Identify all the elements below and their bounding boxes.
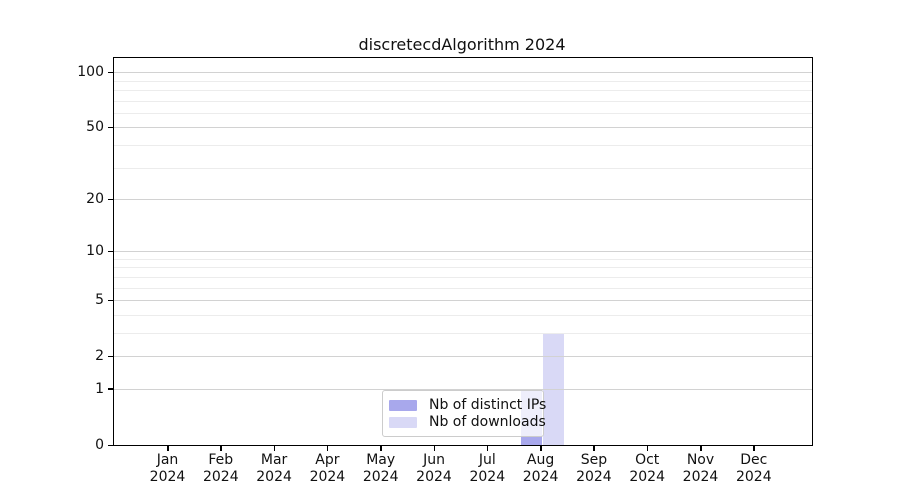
y-tick [108, 71, 113, 74]
y-gridline-major [114, 72, 812, 74]
y-gridline-minor [114, 287, 812, 289]
x-tick-label: Jun 2024 [416, 452, 452, 485]
x-tick [433, 445, 435, 451]
y-gridline-minor [114, 100, 812, 102]
x-tick-label: Nov 2024 [682, 452, 719, 485]
y-tick [108, 299, 113, 302]
x-tick [646, 445, 649, 451]
y-tick [108, 198, 113, 200]
y-gridline-minor [114, 80, 812, 82]
y-gridline-minor [114, 332, 812, 334]
y-tick [108, 126, 113, 129]
y-gridline-minor [114, 167, 812, 169]
legend-label-distinct-ips: Nb of distinct IPs [429, 397, 547, 413]
x-tick [326, 445, 329, 451]
x-tick [167, 445, 169, 451]
x-tick-label: Feb 2024 [202, 452, 239, 485]
y-gridline-minor [114, 89, 812, 91]
y-tick-label: 50 [86, 119, 104, 136]
x-tick-label: Jan 2024 [149, 452, 186, 485]
y-tick-label: 5 [95, 292, 104, 309]
x-tick-label: Oct 2024 [629, 452, 665, 485]
y-gridline-minor [114, 314, 812, 316]
y-gridline-minor [114, 267, 812, 269]
x-tick-label: Apr 2024 [309, 452, 346, 485]
x-tick-label: May 2024 [362, 452, 399, 485]
x-tick-label: Jul 2024 [469, 452, 506, 485]
y-tick-label: 1 [95, 380, 104, 397]
x-tick-label: Aug 2024 [522, 452, 559, 485]
x-tick-label: Mar 2024 [256, 452, 292, 485]
y-tick [108, 355, 113, 358]
y-gridline-minor [114, 258, 812, 260]
y-gridline-minor [114, 112, 812, 114]
y-tick [108, 444, 113, 446]
y-tick-label: 100 [77, 64, 104, 81]
x-tick-label: Dec 2024 [735, 452, 772, 485]
y-tick-label: 10 [86, 243, 104, 260]
legend-item-downloads: Nb of downloads [389, 414, 546, 430]
y-tick-label: 0 [95, 437, 104, 453]
y-gridline-major [114, 199, 812, 200]
y-gridline-major [114, 356, 812, 358]
x-tick [540, 445, 542, 451]
x-tick [753, 445, 755, 451]
x-tick [700, 445, 702, 451]
x-tick-label: Sep 2024 [576, 452, 612, 485]
legend-swatch-distinct-ips [389, 399, 417, 411]
y-tick-label: 2 [95, 348, 104, 365]
legend-label-downloads: Nb of downloads [429, 414, 546, 430]
y-gridline-major [114, 388, 812, 390]
y-gridline-minor [114, 144, 812, 146]
plot-area: Nb of distinct IPs Nb of downloads [113, 57, 813, 446]
y-tick-label: 20 [86, 191, 104, 207]
y-tick [108, 388, 113, 390]
y-tick [108, 250, 113, 253]
chart-title: discretecdAlgorithm 2024 [358, 35, 566, 54]
legend-item-distinct-ips: Nb of distinct IPs [389, 397, 546, 413]
y-gridline-major [114, 251, 812, 253]
legend: Nb of distinct IPs Nb of downloads [382, 390, 546, 437]
x-tick [593, 445, 595, 451]
x-tick [273, 445, 276, 451]
y-gridline-major [114, 300, 812, 302]
x-tick [220, 445, 222, 451]
y-gridline-major [114, 127, 812, 129]
x-tick [380, 445, 382, 451]
y-gridline-minor [114, 276, 812, 278]
legend-swatch-downloads [389, 416, 417, 428]
x-tick [486, 445, 489, 451]
